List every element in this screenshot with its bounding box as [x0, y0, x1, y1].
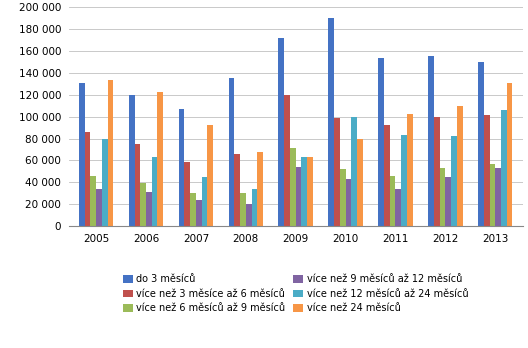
Bar [278, 38, 284, 226]
Bar [140, 183, 146, 226]
Legend: do 3 měsíců, více než 3 měsíce až 6 měsíců, více než 6 měsíců až 9 měsíců, více : do 3 měsíců, více než 3 měsíce až 6 měsí… [119, 270, 473, 317]
Bar [108, 80, 114, 226]
Bar [296, 167, 301, 226]
Bar [129, 95, 135, 226]
Bar [184, 161, 190, 226]
Bar [251, 189, 257, 226]
Bar [501, 110, 507, 226]
Bar [157, 93, 163, 226]
Bar [334, 118, 340, 226]
Bar [240, 193, 246, 226]
Bar [484, 116, 489, 226]
Bar [478, 62, 484, 226]
Bar [428, 56, 434, 226]
Bar [440, 168, 446, 226]
Bar [340, 169, 346, 226]
Bar [351, 117, 357, 226]
Bar [152, 157, 157, 226]
Bar [234, 154, 240, 226]
Bar [196, 200, 202, 226]
Bar [434, 117, 440, 226]
Bar [507, 82, 513, 226]
Bar [84, 132, 90, 226]
Bar [451, 136, 457, 226]
Bar [190, 193, 196, 226]
Bar [357, 139, 363, 226]
Bar [290, 148, 296, 226]
Bar [395, 189, 401, 226]
Bar [378, 58, 384, 226]
Bar [401, 135, 407, 226]
Bar [102, 139, 108, 226]
Bar [495, 168, 501, 226]
Bar [229, 78, 234, 226]
Bar [346, 179, 351, 226]
Bar [146, 192, 152, 226]
Bar [390, 176, 395, 226]
Bar [208, 125, 213, 226]
Bar [489, 164, 495, 226]
Bar [135, 144, 140, 226]
Bar [301, 157, 307, 226]
Bar [328, 18, 334, 226]
Bar [90, 176, 96, 226]
Bar [246, 204, 251, 226]
Bar [407, 114, 413, 226]
Bar [178, 109, 184, 226]
Bar [457, 106, 463, 226]
Bar [384, 125, 390, 226]
Bar [307, 157, 313, 226]
Bar [202, 177, 208, 226]
Bar [257, 152, 263, 226]
Bar [79, 82, 84, 226]
Bar [96, 189, 102, 226]
Bar [446, 177, 451, 226]
Bar [284, 95, 290, 226]
